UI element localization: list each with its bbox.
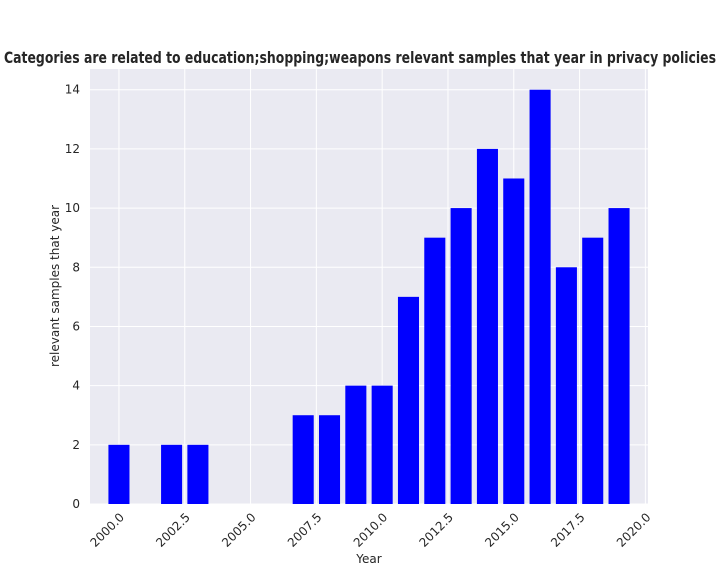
bars [108,89,630,505]
x-tick-label: 2020.0 [614,510,654,550]
bar [555,267,577,504]
bar [187,444,209,504]
y-tick-label: 12 [65,142,80,156]
chart-title: Categories are related to education;shop… [4,48,716,67]
y-tick-label: 6 [72,319,80,333]
bar [450,208,472,504]
y-tick-label: 0 [72,497,80,511]
x-tick-label: 2015.0 [482,510,522,550]
y-tick-labels: 0 2 4 6 8 10 12 14 [65,83,80,511]
bar [292,415,314,504]
y-tick-label: 14 [65,83,80,97]
bar [108,444,130,504]
bar [424,237,446,504]
bar [345,385,367,504]
bar [161,444,183,504]
y-tick-label: 4 [72,379,80,393]
bar [318,415,341,504]
x-tick-label: 2012.5 [416,510,456,550]
bar [476,148,498,505]
y-tick-label: 10 [65,201,80,215]
bar [608,208,630,504]
x-tick-label: 2010.0 [351,510,391,550]
x-axis-label: Year [355,552,381,566]
x-tick-label: 2002.5 [153,510,193,550]
x-tick-label: 2000.0 [87,510,127,550]
x-tick-label: 2007.5 [285,510,325,550]
bar [503,178,525,504]
bar [397,296,420,504]
bar [371,385,393,504]
plot-background [90,69,648,504]
x-tick-labels: 2000.0 2002.5 2005.0 2007.5 2010.0 2012.5 2015… [87,510,653,550]
y-tick-label: 8 [72,260,80,274]
x-tick-label: 2005.0 [219,510,259,550]
x-tick-label: 2017.5 [548,510,588,550]
y-axis-label: relevant samples that year [48,205,62,367]
bar [582,237,604,504]
y-tick-label: 2 [72,438,80,452]
bar [529,89,551,504]
